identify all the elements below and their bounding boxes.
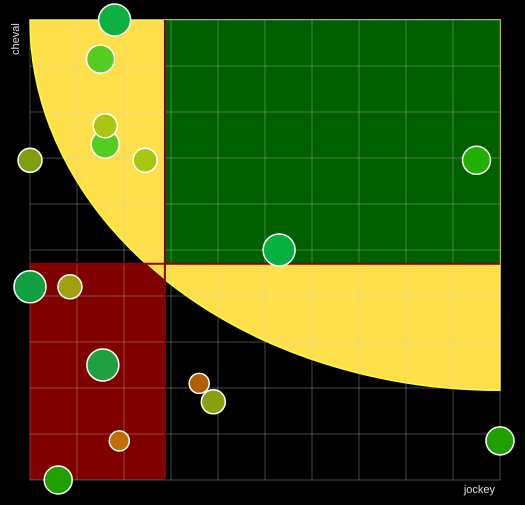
data-point [13,270,47,304]
points-layer [13,3,515,495]
zone-dividers [30,20,500,480]
data-point [262,233,296,267]
data-point [461,145,492,176]
zones-layer [30,20,500,480]
data-point [485,426,515,456]
data-point [85,44,116,74]
data-point [43,465,73,495]
data-point [92,113,118,139]
x-axis-label: jockey [463,484,496,496]
y-axis-label: cheval [10,23,22,55]
zone-top-right [164,20,500,264]
data-point [108,430,131,452]
data-point [188,372,210,395]
data-point [132,147,158,174]
data-point [17,147,43,174]
data-point [200,389,227,415]
data-point [86,348,120,382]
data-point [57,274,83,300]
data-point [97,3,132,37]
